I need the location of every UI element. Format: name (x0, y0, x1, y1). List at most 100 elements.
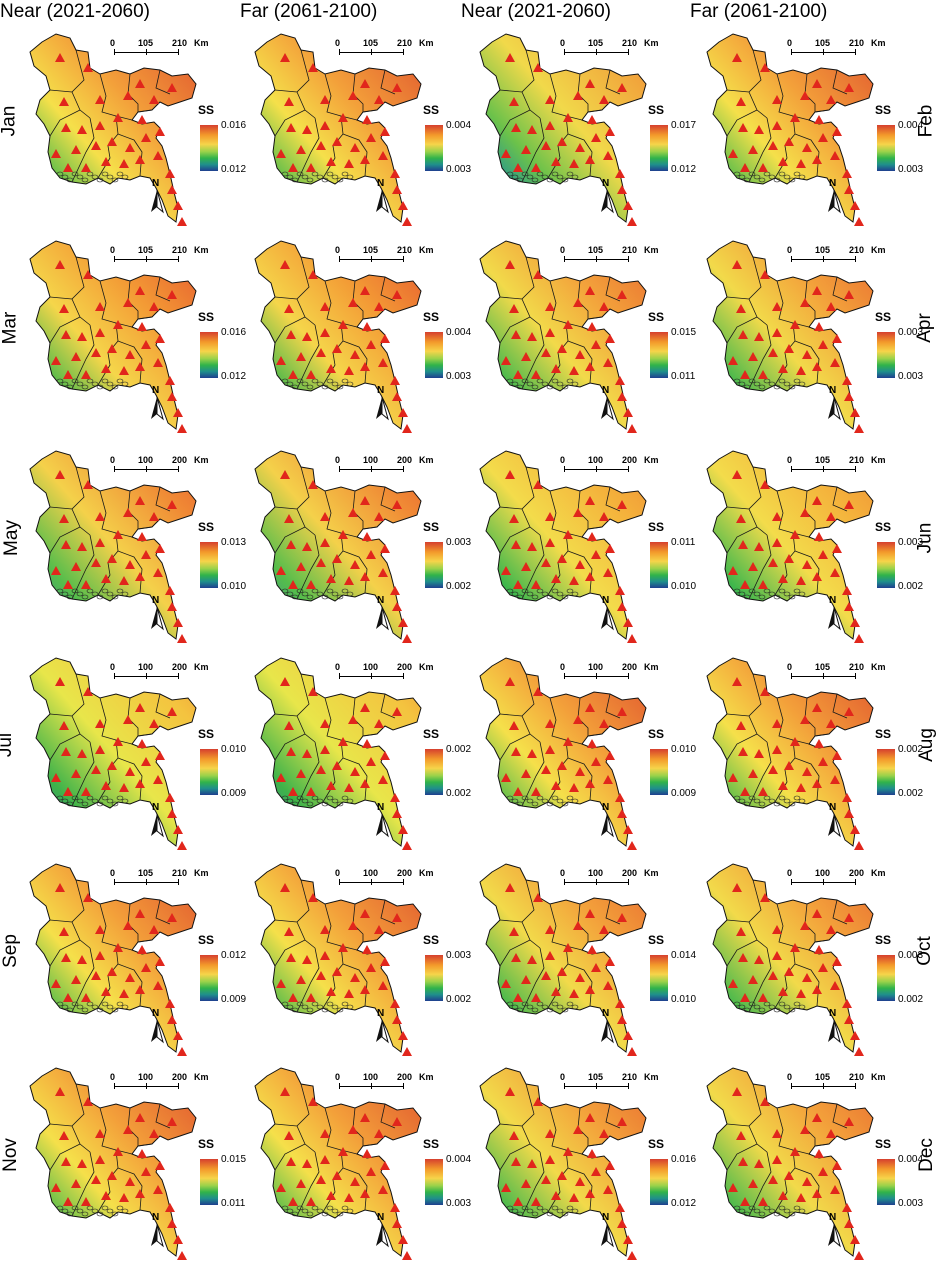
delta-islands (506, 1205, 514, 1211)
delta-islands (521, 795, 529, 801)
scale-line (114, 676, 178, 680)
delta-islands (116, 1001, 124, 1007)
division-boundary (605, 486, 621, 512)
station-marker (844, 1015, 854, 1024)
delta-islands (793, 795, 801, 801)
scale-tick (178, 49, 179, 55)
station-marker (802, 350, 812, 359)
station-marker (511, 953, 521, 962)
station-marker (842, 586, 852, 595)
delta-islands (346, 1004, 354, 1010)
station-marker (173, 825, 183, 834)
delta-islands (526, 591, 534, 597)
delta-islands (286, 1208, 294, 1214)
station-marker (812, 703, 822, 712)
station-marker (541, 558, 551, 567)
station-marker (366, 963, 376, 972)
delta-islands (331, 591, 339, 597)
delta-islands (281, 795, 289, 801)
scale-tick-label: 100 (363, 455, 379, 465)
bangladesh-map (29, 863, 197, 1056)
station-marker (71, 975, 81, 984)
legend-title: SS (423, 1137, 440, 1151)
legend-max: 0.015 (671, 327, 697, 338)
station-marker (173, 1031, 183, 1040)
scale-tick-label: 0 (787, 455, 793, 465)
station-marker (736, 927, 746, 936)
station-marker (573, 91, 583, 100)
delta-islands (326, 588, 334, 594)
delta-islands (788, 1007, 796, 1013)
station-marker (732, 470, 742, 479)
division-boundary (352, 490, 364, 529)
station-marker (585, 1113, 595, 1122)
color-legend: SS 0.011 0.010 (648, 520, 698, 600)
delta-islands (81, 594, 89, 600)
station-marker (284, 304, 294, 313)
bangladesh-map (29, 450, 197, 643)
scale-line (564, 469, 628, 473)
station-marker (627, 424, 637, 433)
station-marker (284, 97, 294, 106)
division-boundary (605, 693, 621, 719)
station-marker (545, 95, 555, 104)
legend-min: 0.003 (898, 164, 924, 175)
station-marker (760, 63, 770, 72)
division-boundary (499, 296, 523, 300)
country-outline (254, 240, 422, 430)
north-label: N (602, 802, 610, 813)
scale-unit: Km (871, 245, 886, 255)
station-marker (392, 913, 402, 922)
country-outline (479, 657, 647, 847)
delta-islands (336, 594, 344, 600)
station-marker (591, 1167, 601, 1176)
station-marker (398, 1235, 408, 1244)
scale-tick-label: 100 (588, 455, 604, 465)
division-boundary (127, 1107, 139, 1146)
station-marker (91, 558, 101, 567)
division-boundary (804, 280, 816, 319)
station-marker (818, 550, 828, 559)
delta-islands (733, 378, 741, 384)
north-label: N (602, 385, 610, 396)
division-boundary (521, 256, 541, 326)
station-marker (758, 787, 768, 796)
station-marker (402, 1047, 412, 1056)
scale-bar: 0 105 210 Km (560, 1072, 670, 1094)
station-marker (296, 1179, 306, 1188)
delta-islands (783, 591, 791, 597)
division-boundary (362, 1143, 378, 1147)
station-marker (165, 169, 175, 178)
legend-min: 0.002 (898, 788, 924, 799)
station-marker (320, 1129, 330, 1138)
station-marker (563, 113, 573, 122)
station-marker (501, 1183, 511, 1192)
delta-islands (91, 591, 99, 597)
station-marker (617, 1219, 627, 1228)
station-marker (165, 999, 175, 1008)
division-boundary (748, 673, 768, 743)
station-marker (380, 1161, 390, 1170)
station-marker (390, 376, 400, 385)
station-marker (728, 566, 738, 575)
bangladesh-map (479, 657, 647, 850)
column-header-3: Near (2021-2060) (461, 1, 611, 22)
division-boundary (748, 947, 772, 1013)
station-marker (832, 751, 842, 760)
legend-colorbar (877, 542, 895, 588)
division-boundary (296, 673, 316, 743)
delta-islands (121, 1004, 129, 1010)
delta-islands (66, 1211, 74, 1217)
legend-min: 0.010 (221, 581, 247, 592)
scale-tick (628, 879, 629, 885)
station-marker (378, 151, 388, 160)
legend-colorbar (200, 542, 218, 588)
station-marker (125, 973, 135, 982)
delta-islands (101, 171, 109, 177)
delta-islands (561, 177, 569, 183)
map-panel: 0 100 200 Km SS 0.002 0.002 N (245, 652, 471, 858)
station-marker (573, 715, 583, 724)
station-marker (800, 91, 810, 100)
station-marker (521, 769, 531, 778)
delta-islands (566, 378, 574, 384)
